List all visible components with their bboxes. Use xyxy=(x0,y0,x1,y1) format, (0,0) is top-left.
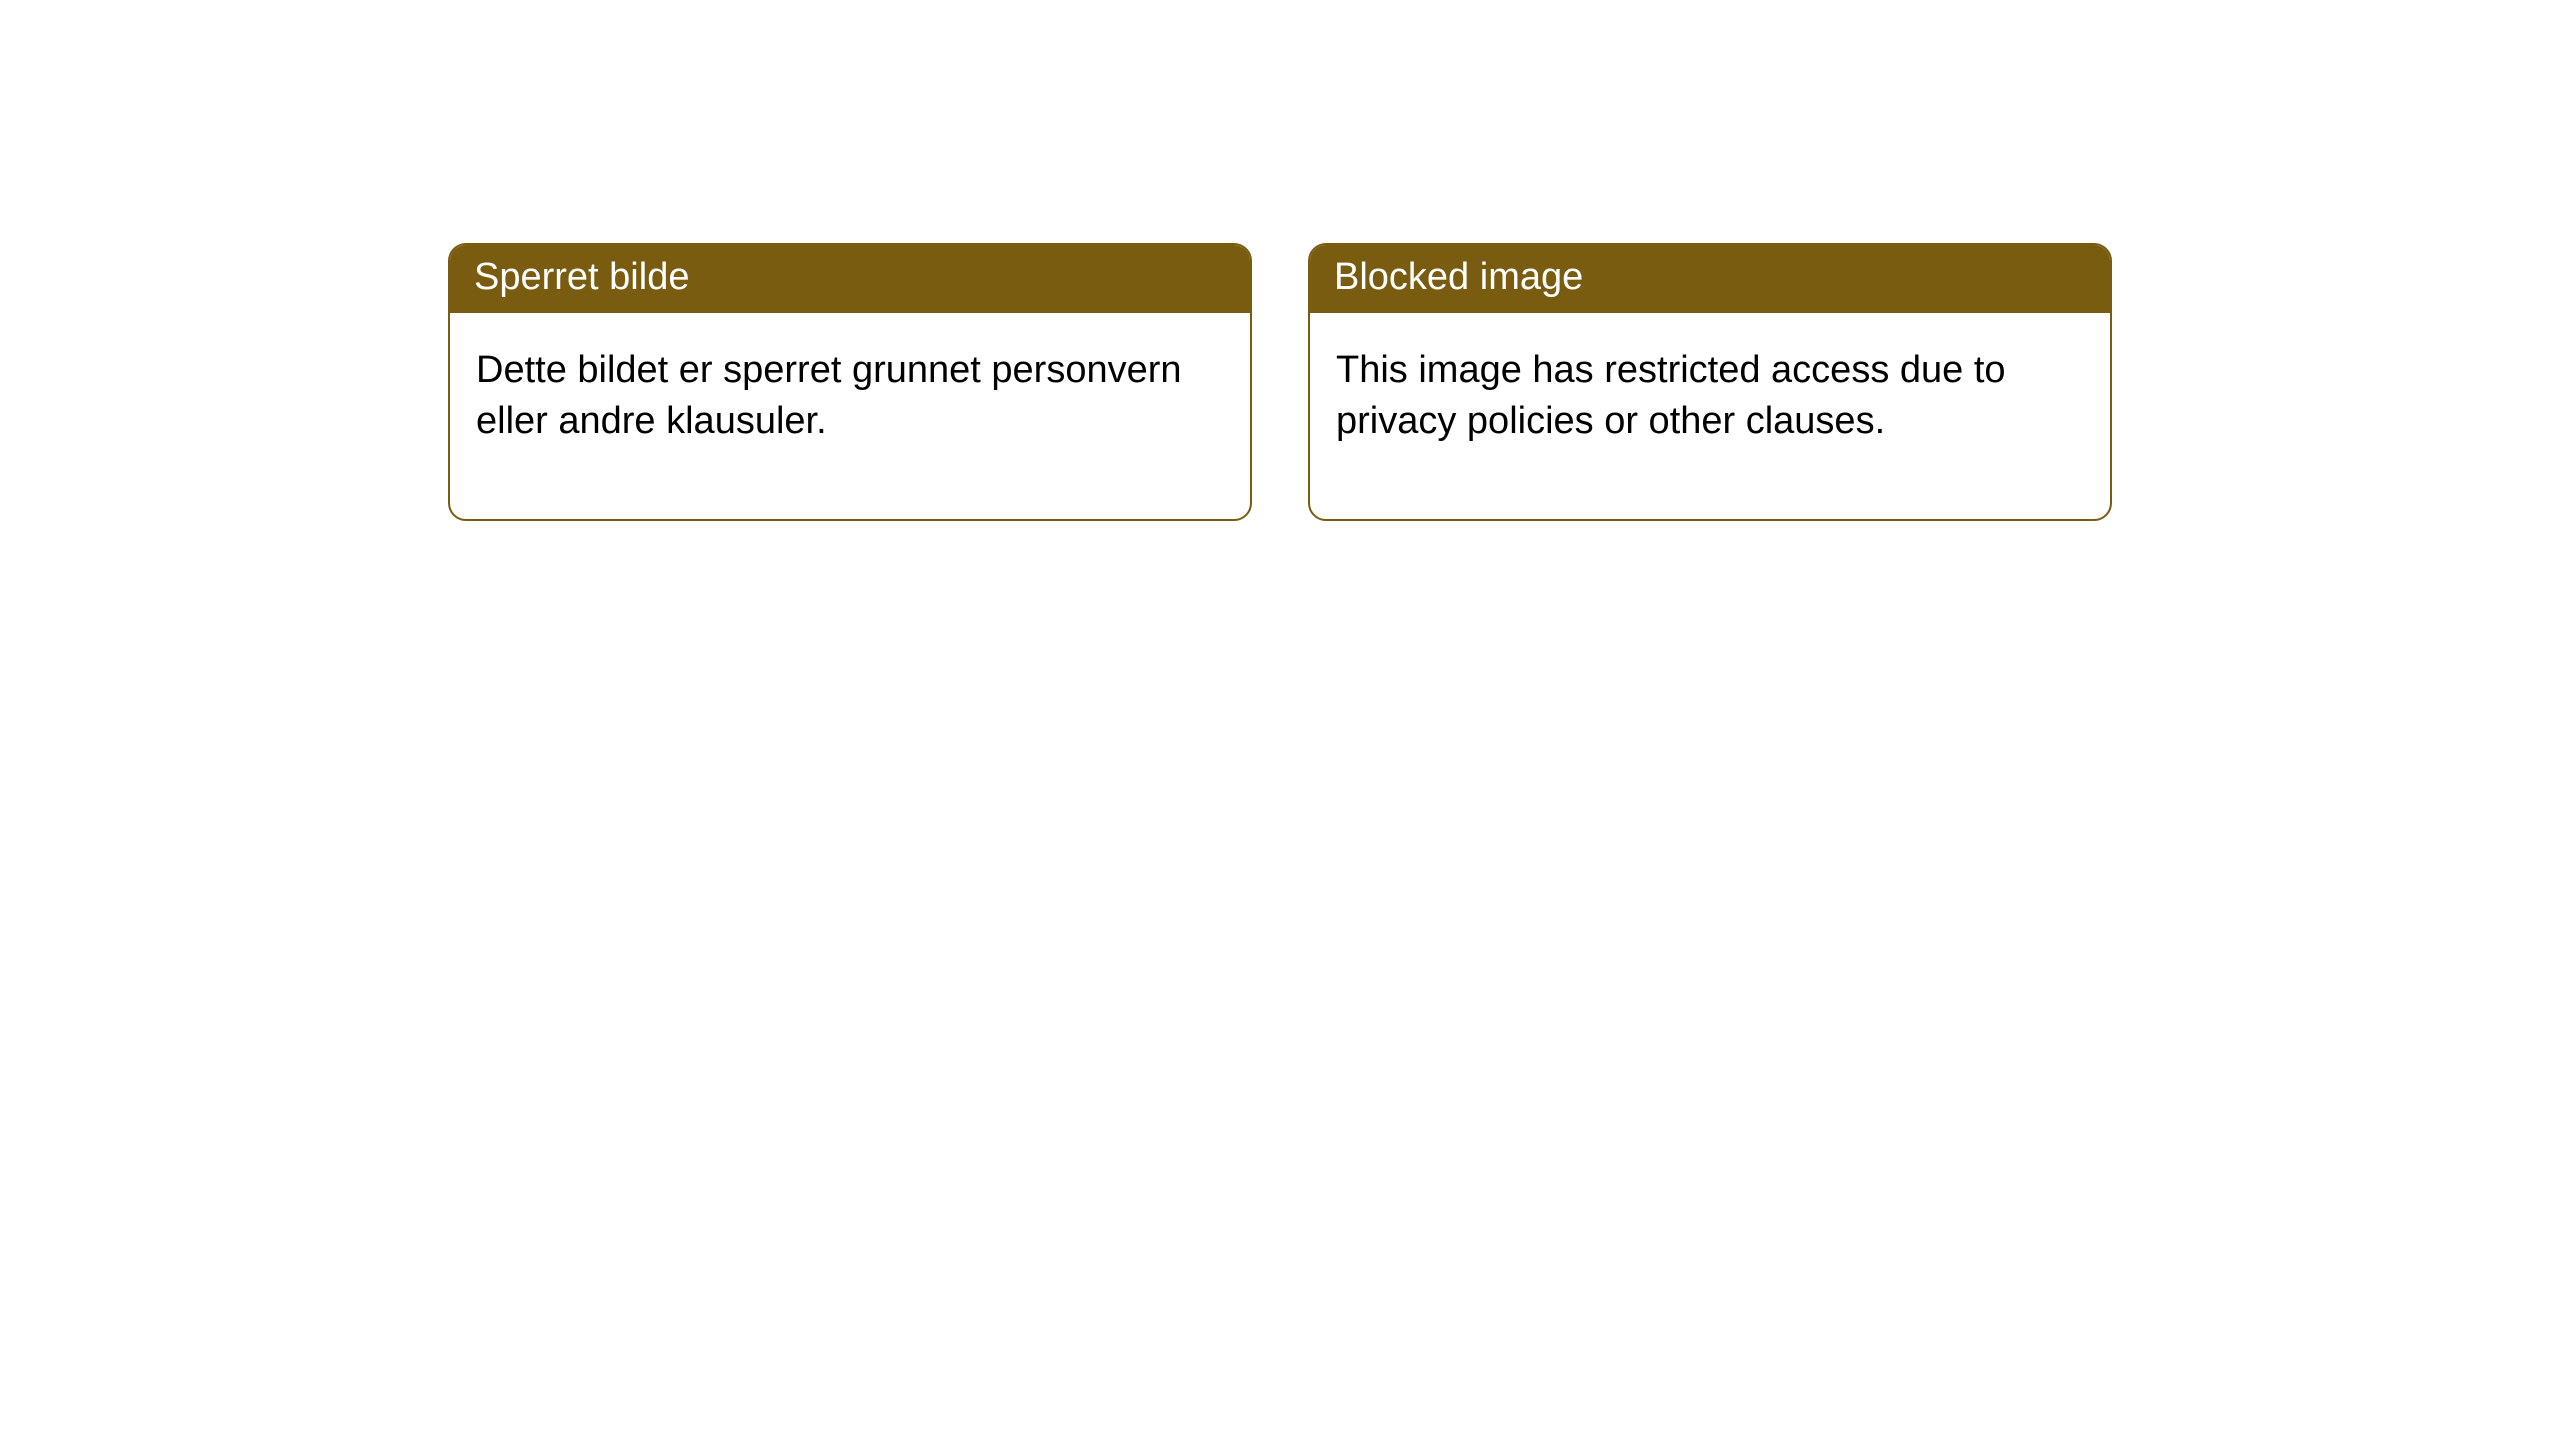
card-body-no: Dette bildet er sperret grunnet personve… xyxy=(450,313,1250,520)
card-header-en: Blocked image xyxy=(1310,245,2110,313)
card-header-no: Sperret bilde xyxy=(450,245,1250,313)
notice-container: Sperret bilde Dette bildet er sperret gr… xyxy=(0,0,2560,521)
card-body-en: This image has restricted access due to … xyxy=(1310,313,2110,520)
blocked-image-card-no: Sperret bilde Dette bildet er sperret gr… xyxy=(448,243,1252,521)
blocked-image-card-en: Blocked image This image has restricted … xyxy=(1308,243,2112,521)
